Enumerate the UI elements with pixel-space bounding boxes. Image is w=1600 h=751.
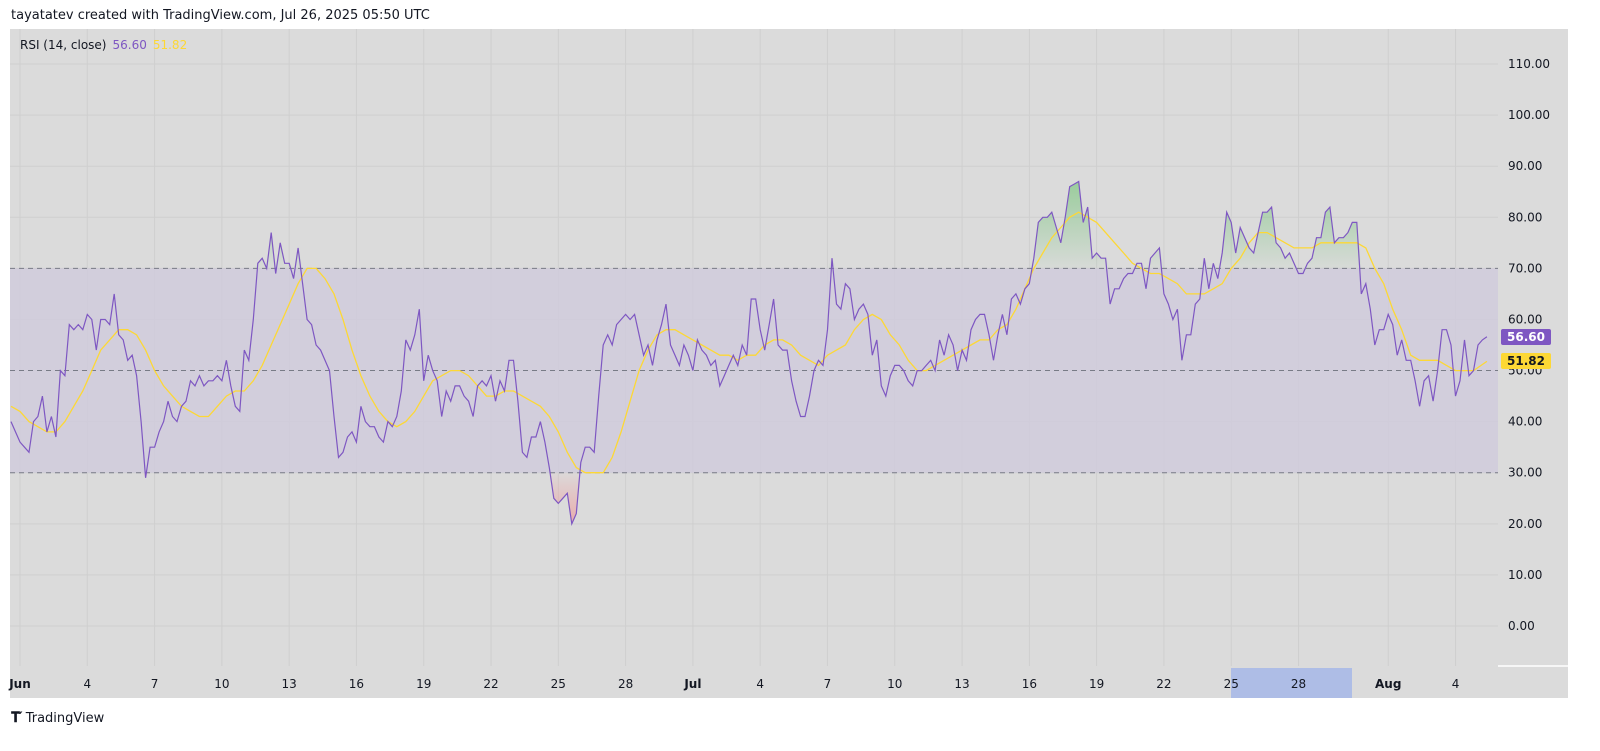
svg-text:13: 13: [282, 677, 297, 691]
rsi-line: [10, 180, 1488, 526]
svg-text:10: 10: [214, 677, 229, 691]
svg-text:80.00: 80.00: [1508, 210, 1542, 224]
rsi-price-tag: 56.60: [1501, 329, 1551, 345]
svg-text:19: 19: [416, 677, 431, 691]
svg-text:30.00: 30.00: [1508, 466, 1542, 480]
brand-name: TradingView: [25, 710, 105, 726]
svg-text:4: 4: [1452, 677, 1460, 691]
svg-text:60.00: 60.00: [1508, 312, 1542, 326]
ma-value: 51.82: [152, 38, 188, 52]
svg-text:40.00: 40.00: [1508, 415, 1542, 429]
band-lines: [10, 267, 1498, 474]
svg-text:90.00: 90.00: [1508, 159, 1542, 173]
price-axis-labels: 110.00100.0090.0080.0070.0060.0050.0040.…: [1508, 57, 1550, 633]
svg-text:16: 16: [349, 677, 364, 691]
svg-text:100.00: 100.00: [1508, 108, 1550, 122]
svg-text:Jul: Jul: [683, 677, 701, 691]
svg-text:4: 4: [756, 677, 764, 691]
svg-text:16: 16: [1022, 677, 1037, 691]
svg-text:20.00: 20.00: [1508, 517, 1542, 531]
footer-brand[interactable]: 𝐓′ TradingView: [11, 710, 104, 726]
svg-text:10.00: 10.00: [1508, 568, 1542, 582]
svg-text:110.00: 110.00: [1508, 57, 1550, 71]
indicator-legend[interactable]: RSI (14, close) 56.60 51.82: [20, 38, 187, 52]
svg-text:7: 7: [151, 677, 159, 691]
rsi-value: 56.60: [112, 38, 147, 52]
svg-text:Jun: Jun: [8, 677, 31, 691]
svg-text:Aug: Aug: [1375, 677, 1401, 691]
indicator-title: RSI (14, close): [20, 38, 107, 52]
tradingview-logo-icon: 𝐓′: [11, 710, 23, 726]
svg-text:10: 10: [887, 677, 902, 691]
svg-text:13: 13: [954, 677, 969, 691]
svg-text:25: 25: [551, 677, 566, 691]
svg-text:28: 28: [1291, 677, 1306, 691]
svg-text:22: 22: [1156, 677, 1171, 691]
svg-text:25: 25: [1224, 677, 1239, 691]
svg-text:0.00: 0.00: [1508, 619, 1535, 633]
svg-text:4: 4: [83, 677, 91, 691]
svg-text:70.00: 70.00: [1508, 261, 1542, 275]
ob-os-fills: [11, 181, 1487, 524]
svg-text:22: 22: [483, 677, 498, 691]
time-range-highlight: [1231, 668, 1352, 698]
svg-text:28: 28: [618, 677, 633, 691]
svg-text:7: 7: [824, 677, 832, 691]
attribution-text: tayatatev created with TradingView.com, …: [11, 8, 430, 23]
ma-price-tag: 51.82: [1501, 353, 1551, 369]
svg-text:19: 19: [1089, 677, 1104, 691]
time-axis-labels[interactable]: Jun 4 7 10 13 16 19 22 25 28 Jul 4 7 10 13 16 19 22 25 28 Au…: [8, 677, 1459, 691]
